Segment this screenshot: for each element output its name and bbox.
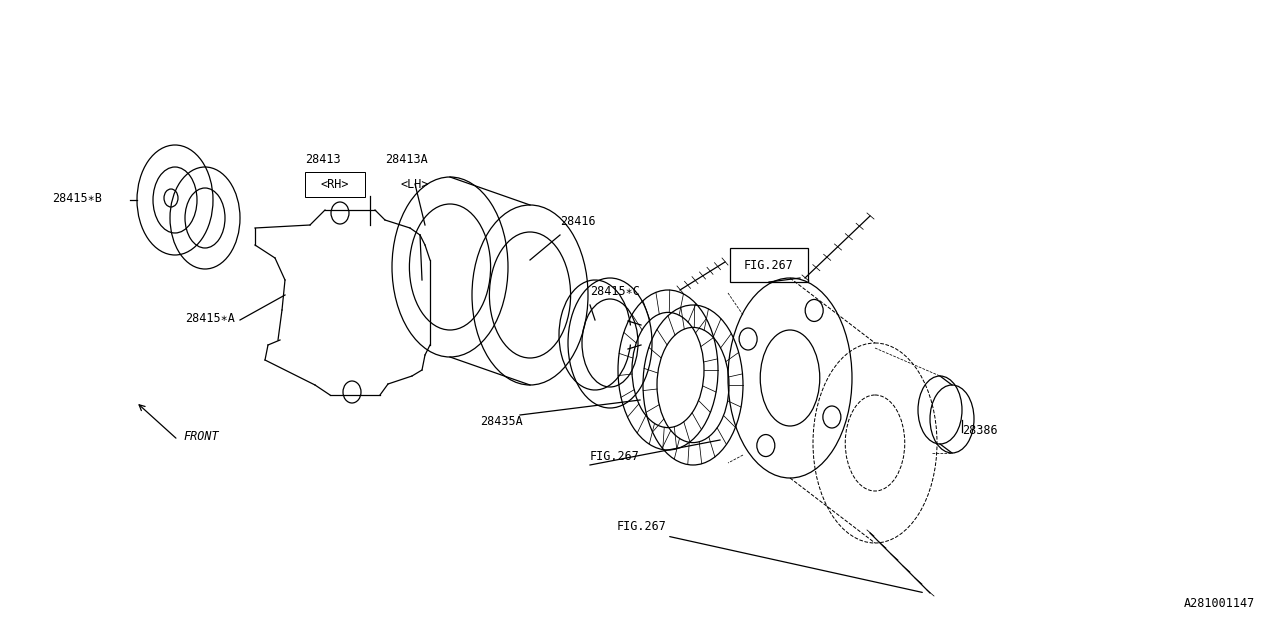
Text: 28415∗A: 28415∗A: [186, 312, 234, 324]
Bar: [730, 248, 808, 282]
Text: FRONT: FRONT: [183, 430, 219, 443]
Text: FIG.267: FIG.267: [744, 259, 794, 271]
Text: <LH>: <LH>: [401, 177, 429, 191]
Text: 28413A: 28413A: [385, 153, 428, 166]
Text: 28415∗C: 28415∗C: [590, 285, 640, 298]
Text: FIG.267: FIG.267: [617, 520, 667, 533]
Bar: [305, 172, 365, 197]
Text: <RH>: <RH>: [321, 177, 349, 191]
Text: 28416: 28416: [561, 215, 595, 228]
Text: A281001147: A281001147: [1184, 597, 1254, 610]
Text: FIG.267: FIG.267: [590, 450, 640, 463]
Text: 28435A: 28435A: [480, 415, 522, 428]
Text: 28413: 28413: [305, 153, 340, 166]
Text: 28415∗B: 28415∗B: [52, 191, 102, 205]
Text: 28386: 28386: [963, 424, 997, 436]
